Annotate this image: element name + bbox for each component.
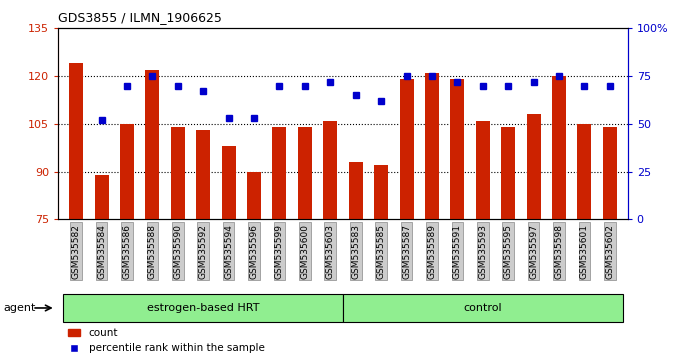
Text: control: control	[464, 303, 502, 313]
Bar	[222, 146, 235, 219]
Text: agent: agent	[3, 303, 36, 313]
Bar	[578, 124, 591, 219]
Text: estrogen-based HRT: estrogen-based HRT	[147, 303, 259, 313]
Bar	[552, 76, 566, 219]
Bar	[348, 162, 363, 219]
Bar	[298, 127, 312, 219]
Bar	[145, 70, 159, 219]
Bar	[69, 63, 83, 219]
Bar	[603, 127, 617, 219]
Bar	[476, 121, 490, 219]
Text: GDS3855 / ILMN_1906625: GDS3855 / ILMN_1906625	[58, 11, 222, 24]
Bar	[323, 121, 338, 219]
Bar	[171, 127, 185, 219]
Bar	[247, 172, 261, 219]
Bar	[527, 114, 541, 219]
Bar	[120, 124, 134, 219]
Bar	[501, 127, 515, 219]
Bar	[425, 73, 439, 219]
Bar	[451, 79, 464, 219]
FancyBboxPatch shape	[63, 294, 343, 322]
Legend: count, percentile rank within the sample: count, percentile rank within the sample	[64, 324, 268, 354]
Bar	[399, 79, 414, 219]
FancyBboxPatch shape	[343, 294, 623, 322]
Bar	[272, 127, 287, 219]
Bar	[196, 130, 210, 219]
Bar	[95, 175, 108, 219]
Bar	[374, 165, 388, 219]
